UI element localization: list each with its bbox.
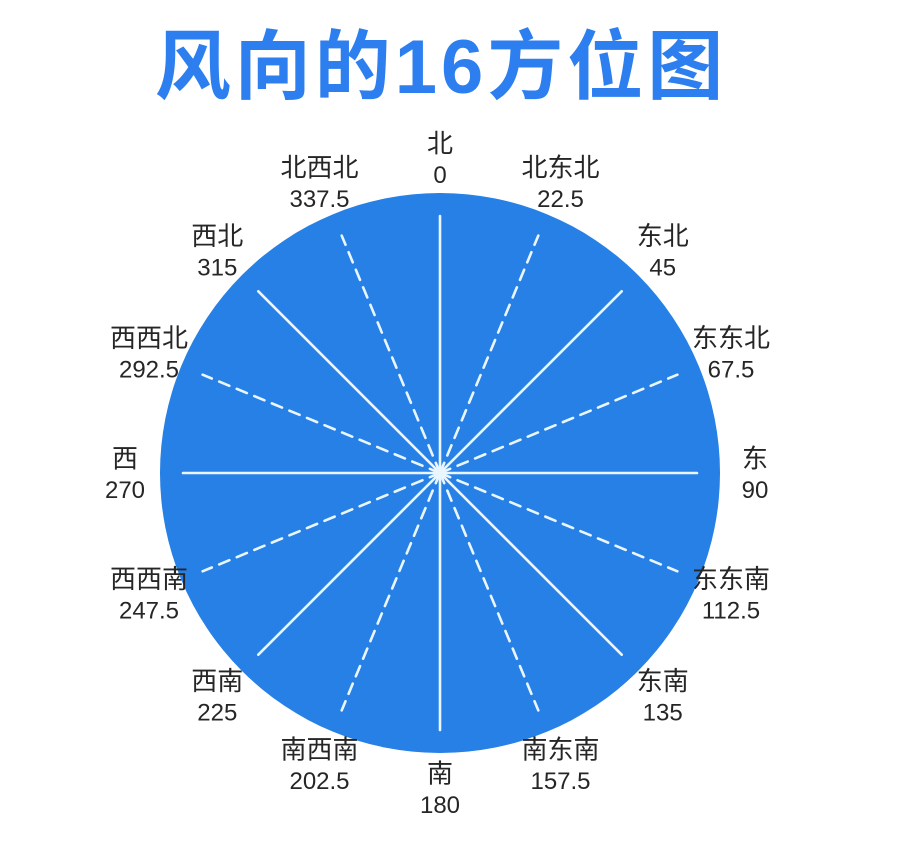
svg-text:西西北: 西西北 bbox=[110, 323, 188, 353]
svg-text:北: 北 bbox=[427, 129, 453, 159]
svg-text:0: 0 bbox=[433, 162, 446, 189]
svg-text:西: 西 bbox=[112, 444, 138, 474]
svg-text:225: 225 bbox=[197, 700, 237, 727]
svg-text:157.5: 157.5 bbox=[530, 768, 590, 795]
svg-text:112.5: 112.5 bbox=[702, 598, 760, 625]
svg-text:东南: 东南 bbox=[637, 666, 689, 696]
svg-text:南西南: 南西南 bbox=[280, 735, 358, 765]
svg-text:北东北: 北东北 bbox=[521, 153, 599, 183]
svg-text:东东北: 东东北 bbox=[692, 323, 770, 353]
svg-text:67.5: 67.5 bbox=[708, 357, 755, 384]
svg-text:西西南: 西西南 bbox=[110, 564, 188, 594]
svg-text:东: 东 bbox=[742, 444, 768, 474]
svg-text:西北: 西北 bbox=[191, 221, 243, 251]
svg-text:45: 45 bbox=[649, 254, 676, 281]
svg-text:180: 180 bbox=[420, 792, 460, 819]
svg-text:北西北: 北西北 bbox=[280, 153, 358, 183]
svg-text:247.5: 247.5 bbox=[119, 598, 179, 625]
svg-text:315: 315 bbox=[197, 254, 237, 281]
svg-text:南东南: 南东南 bbox=[521, 735, 599, 765]
svg-text:202.5: 202.5 bbox=[289, 768, 349, 795]
svg-text:270: 270 bbox=[105, 477, 145, 504]
svg-text:135: 135 bbox=[643, 700, 683, 727]
svg-text:90: 90 bbox=[742, 477, 769, 504]
svg-text:西南: 西南 bbox=[191, 666, 243, 696]
svg-text:337.5: 337.5 bbox=[289, 186, 349, 213]
svg-text:22.5: 22.5 bbox=[537, 186, 584, 213]
svg-text:292.5: 292.5 bbox=[119, 357, 179, 384]
svg-text:南: 南 bbox=[427, 759, 453, 789]
svg-text:东东南: 东东南 bbox=[692, 564, 770, 594]
svg-text:东北: 东北 bbox=[637, 221, 689, 251]
